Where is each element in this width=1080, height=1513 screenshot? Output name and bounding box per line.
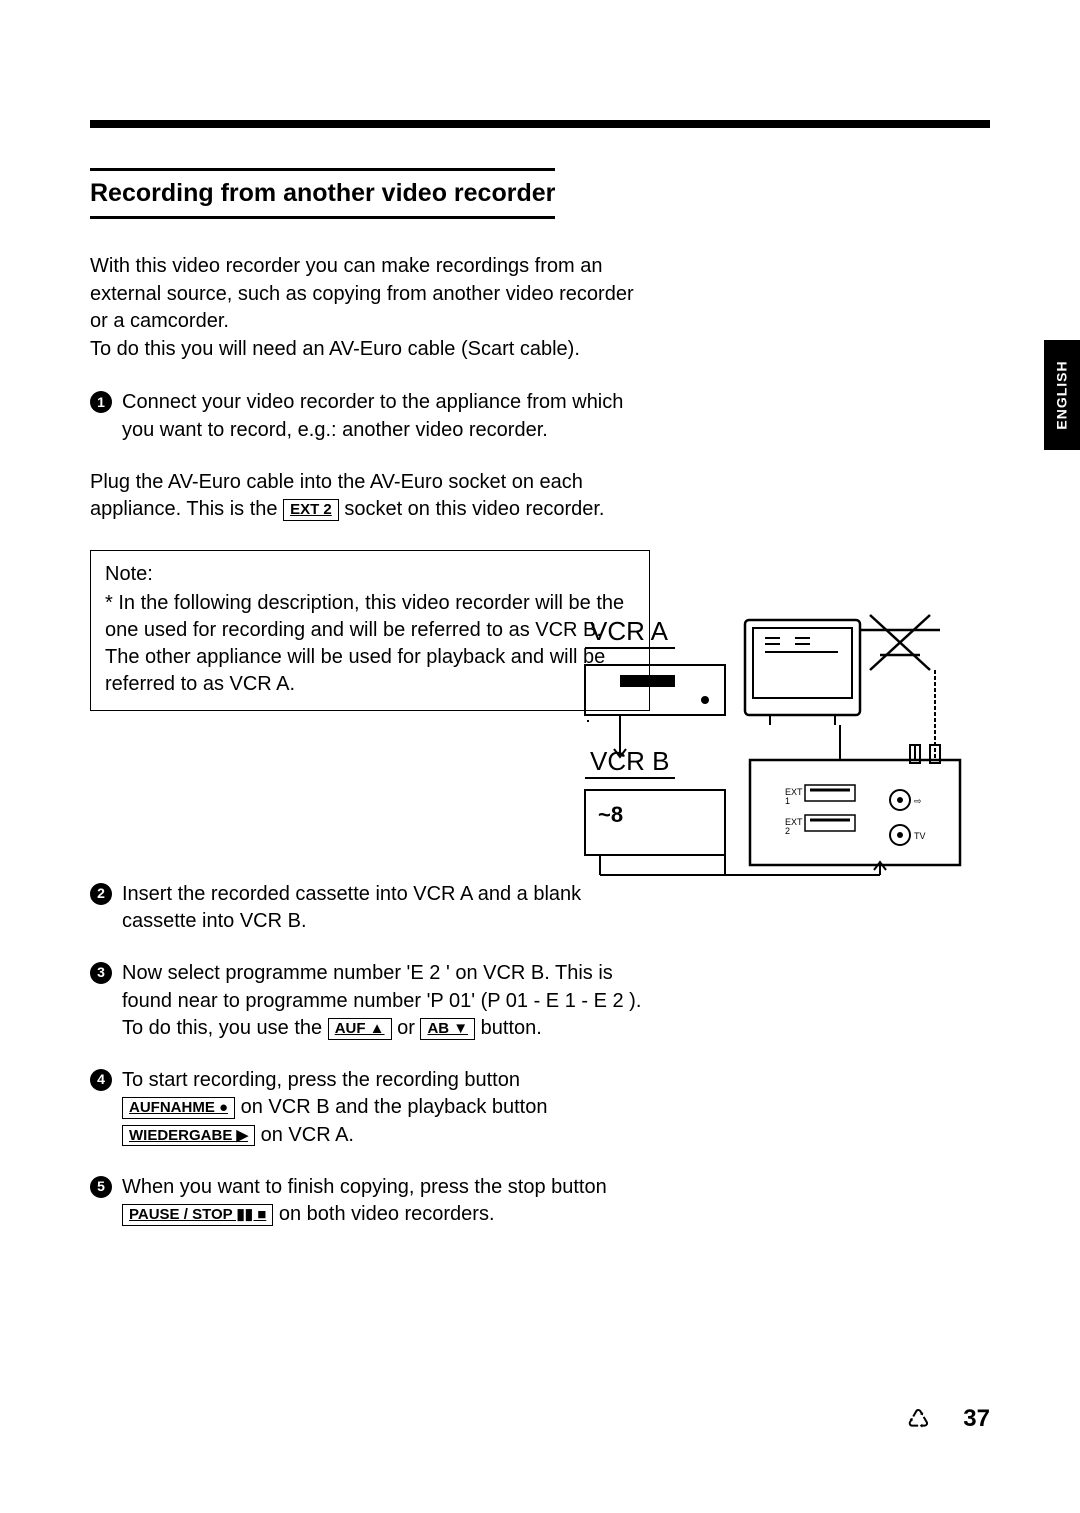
intro-paragraph: With this video recorder you can make re… [90,253,650,363]
note-box: Note: * In the following description, th… [90,550,650,711]
vcr-a-label: VCR A [590,616,669,646]
step-5-body: When you want to finish copying, press t… [122,1174,650,1229]
svg-text:⇨: ⇨ [914,796,922,806]
svg-text:2: 2 [785,826,790,836]
step-3-body: Now select programme number 'E 2 ' on VC… [122,960,650,1043]
step-2: 2 Insert the recorded cassette into VCR … [90,881,650,936]
step-5-number-icon: 5 [90,1176,112,1198]
plug-paragraph: Plug the AV-Euro cable into the AV-Euro … [90,469,650,524]
wiedergabe-button-label: WIEDERGABE ▶ [122,1125,255,1147]
vcr-b-display: ~8 [598,802,623,827]
step-1: 1 Connect your video recorder to the app… [90,389,650,444]
section-title-wrap: Recording from another video recorder [90,168,555,219]
language-label: ENGLISH [1054,360,1070,429]
svg-text:TV: TV [914,831,926,841]
ab-button-label: AB ▼ [420,1018,475,1040]
top-divider-bar [90,120,990,128]
step-4-mid: on VCR B and the playback button [235,1096,547,1118]
connection-diagram: VCR A VCR B ~8 [570,610,990,930]
step-3: 3 Now select programme number 'E 2 ' on … [90,960,650,1043]
aufnahme-button-label: AUFNAHME ● [122,1097,235,1119]
spacer [90,741,650,881]
recycle-icon: ♺ [907,1404,930,1435]
svg-text:1: 1 [785,796,790,806]
section-title: Recording from another video recorder [90,179,555,208]
auf-button-label: AUF ▲ [328,1018,392,1040]
step-3-after: button. [475,1017,542,1039]
ext2-button-label: EXT 2 [283,499,339,521]
step-5-before: When you want to finish copying, press t… [122,1176,607,1198]
page-number: 37 [963,1405,990,1433]
intro-text-1: With this video recorder you can make re… [90,255,634,332]
step-4: 4 To start recording, press the recordin… [90,1067,650,1150]
vcr-b-label: VCR B [590,746,669,776]
step-5: 5 When you want to finish copying, press… [90,1174,650,1229]
step-1-number-icon: 1 [90,391,112,413]
note-body: * In the following description, this vid… [105,590,635,698]
step-1-text: Connect your video recorder to the appli… [122,389,650,444]
pause-stop-button-label: PAUSE / STOP ▮▮ ■ [122,1204,273,1226]
plug-text-after: socket on this video recorder. [339,498,605,520]
note-title: Note: [105,563,635,586]
content-column: With this video recorder you can make re… [90,253,650,1229]
step-4-body: To start recording, press the recording … [122,1067,650,1150]
diagram-svg: VCR A VCR B ~8 [570,610,990,930]
step-4-after: on VCR A. [255,1124,354,1146]
step-3-number-icon: 3 [90,962,112,984]
step-2-number-icon: 2 [90,883,112,905]
step-4-number-icon: 4 [90,1069,112,1091]
step-3-mid: or [392,1017,421,1039]
page: Recording from another video recorder Wi… [0,0,1080,1513]
language-tab: ENGLISH [1044,340,1080,450]
step-5-after: on both video recorders. [273,1203,494,1225]
intro-text-2: To do this you will need an AV-Euro cabl… [90,338,580,360]
step-4-before: To start recording, press the recording … [122,1069,520,1091]
